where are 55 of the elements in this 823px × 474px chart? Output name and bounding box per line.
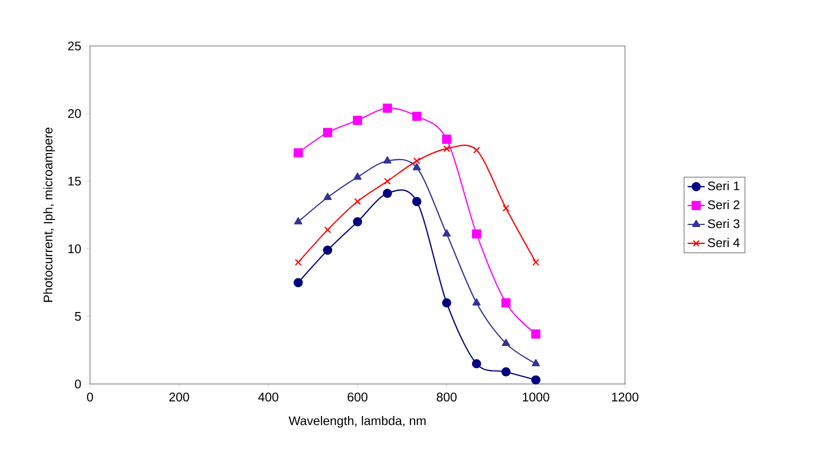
point	[442, 229, 451, 237]
y-tick-label: 10	[68, 244, 81, 254]
point	[472, 298, 481, 306]
point	[323, 128, 332, 138]
point	[384, 178, 391, 185]
point	[412, 163, 421, 170]
point	[382, 188, 392, 198]
point	[352, 217, 362, 226]
legend-label: Seri 2	[708, 200, 740, 210]
point	[382, 104, 392, 113]
point	[532, 258, 540, 266]
point	[353, 172, 362, 180]
point	[472, 229, 482, 239]
x-tick-label: 400	[258, 392, 278, 402]
point	[324, 226, 332, 234]
point	[502, 204, 510, 212]
point	[472, 359, 482, 368]
point	[294, 278, 303, 288]
point	[354, 198, 361, 205]
y-tick-label: 0	[74, 380, 81, 388]
point	[531, 329, 540, 339]
y-tick-label: 15	[68, 176, 81, 186]
point	[294, 148, 303, 158]
x-tick-label: 200	[169, 392, 190, 402]
point	[501, 367, 511, 376]
point	[324, 192, 332, 200]
point	[412, 196, 422, 206]
point	[442, 134, 452, 144]
point	[473, 146, 480, 154]
y-tick-label: 5	[74, 312, 81, 321]
x-tick-label: 1200	[612, 392, 638, 402]
y-tick-label: 20	[68, 109, 81, 118]
point	[531, 375, 540, 385]
point	[383, 156, 392, 164]
x-tick-label: 800	[436, 392, 457, 402]
x-tick-label: 0	[87, 392, 93, 402]
point	[294, 217, 302, 224]
point	[442, 298, 452, 308]
point	[501, 298, 511, 308]
point	[502, 338, 510, 346]
x-tick-label: 1000	[522, 392, 550, 402]
legend-label: Seri 1	[708, 181, 740, 190]
point	[294, 258, 302, 266]
y-axis-title: Photocurrent, Iph, microampere	[43, 128, 55, 302]
y-tick-label: 25	[68, 42, 81, 50]
point	[443, 145, 450, 152]
point	[323, 246, 332, 255]
point	[412, 112, 422, 121]
legend-label: Seri 4	[708, 238, 740, 248]
point	[532, 359, 540, 366]
x-axis-title: Wavelength, lambda, nm	[288, 416, 426, 428]
point	[352, 116, 362, 125]
legend-label: Seri 3	[708, 218, 740, 228]
point	[413, 157, 420, 164]
x-tick-label: 600	[348, 392, 368, 402]
